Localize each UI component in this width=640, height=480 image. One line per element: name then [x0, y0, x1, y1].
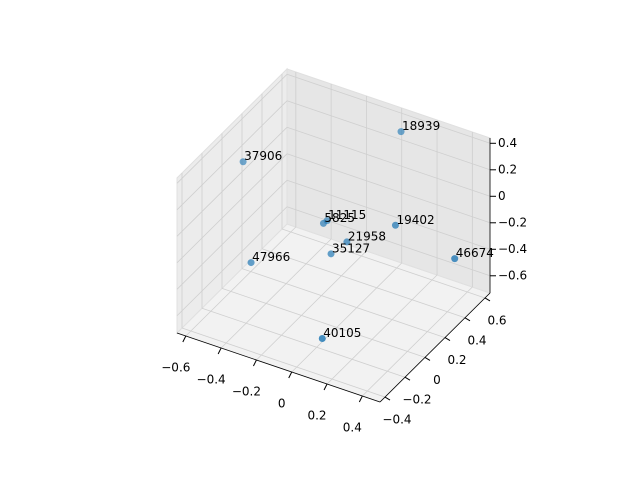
x-tick-label: −0.2	[232, 385, 261, 399]
z-tick-label: 0	[498, 189, 506, 203]
y-tick-label: −0.2	[402, 393, 431, 407]
point-label: 11115	[328, 208, 366, 222]
y-tick-label: 0.4	[467, 333, 486, 347]
z-tick-label: 0.2	[498, 162, 517, 176]
tick-mark	[358, 395, 363, 403]
y-tick-label: 0.2	[447, 353, 466, 367]
tick-mark	[444, 337, 451, 342]
tick-mark	[252, 359, 257, 367]
grid-line	[220, 238, 332, 349]
point	[451, 255, 459, 263]
point	[397, 128, 405, 136]
point	[319, 219, 327, 227]
grid-line	[181, 327, 386, 398]
grid-line	[176, 206, 288, 317]
point	[391, 221, 399, 229]
y-tick-label: 0	[433, 373, 441, 387]
point-label: 21958	[348, 229, 386, 243]
grid-line	[286, 100, 491, 171]
grid-line	[286, 179, 491, 250]
tick-mark	[323, 383, 328, 391]
point-label: 37906	[244, 149, 282, 163]
tick-mark	[484, 297, 491, 302]
x-tick-label: 0.2	[307, 409, 326, 423]
tick-mark	[404, 376, 411, 381]
x-tick-label: −0.6	[161, 361, 190, 375]
tick-mark	[182, 335, 187, 343]
tick-mark	[424, 356, 431, 361]
grid-line	[286, 126, 491, 197]
z-tick-label: 0.4	[498, 136, 517, 150]
y-tick-label: 0.6	[487, 313, 506, 327]
x-axis	[176, 332, 381, 403]
point	[343, 238, 351, 246]
x-tick-label: 0	[278, 397, 286, 411]
x-tick-label: 0.4	[343, 421, 362, 435]
point	[318, 334, 326, 342]
tick-mark	[464, 317, 471, 322]
grid-line	[176, 74, 288, 184]
point	[247, 259, 255, 267]
tick-mark	[384, 396, 391, 401]
y-tick-label: −0.4	[382, 413, 411, 427]
grid-line	[286, 206, 491, 277]
point-label: 35127	[332, 241, 370, 255]
y-axis	[379, 292, 491, 403]
z-tick-label: −0.6	[498, 268, 527, 282]
grid-line	[185, 226, 297, 337]
x-tick-label: −0.4	[197, 373, 226, 387]
grid-line	[291, 262, 403, 373]
grid-line	[281, 228, 486, 299]
tick-mark	[288, 371, 293, 379]
grid-line	[176, 179, 288, 290]
grid-line	[201, 307, 406, 378]
grid-line	[286, 73, 491, 144]
grid-line	[286, 153, 491, 224]
grid-line	[261, 248, 466, 319]
z-tick-label: −0.4	[498, 242, 527, 256]
grid-line	[176, 100, 288, 211]
point-label: 40105	[323, 326, 361, 340]
tick-mark	[217, 347, 222, 355]
grid-line	[241, 268, 446, 338]
point-label: 47966	[252, 250, 290, 264]
z-tick-label: −0.2	[498, 215, 527, 229]
grid-line	[326, 274, 438, 385]
grid-line	[256, 250, 367, 361]
point-label: 46674	[456, 246, 494, 260]
grid-line	[221, 288, 426, 358]
grid-line	[176, 153, 288, 264]
point-label: 18939	[402, 119, 440, 133]
point	[327, 250, 335, 258]
point	[239, 158, 247, 166]
point-label: 5825	[324, 211, 355, 225]
point-label: 19402	[396, 213, 434, 227]
grid-line	[176, 127, 288, 237]
grid-line	[362, 286, 473, 397]
